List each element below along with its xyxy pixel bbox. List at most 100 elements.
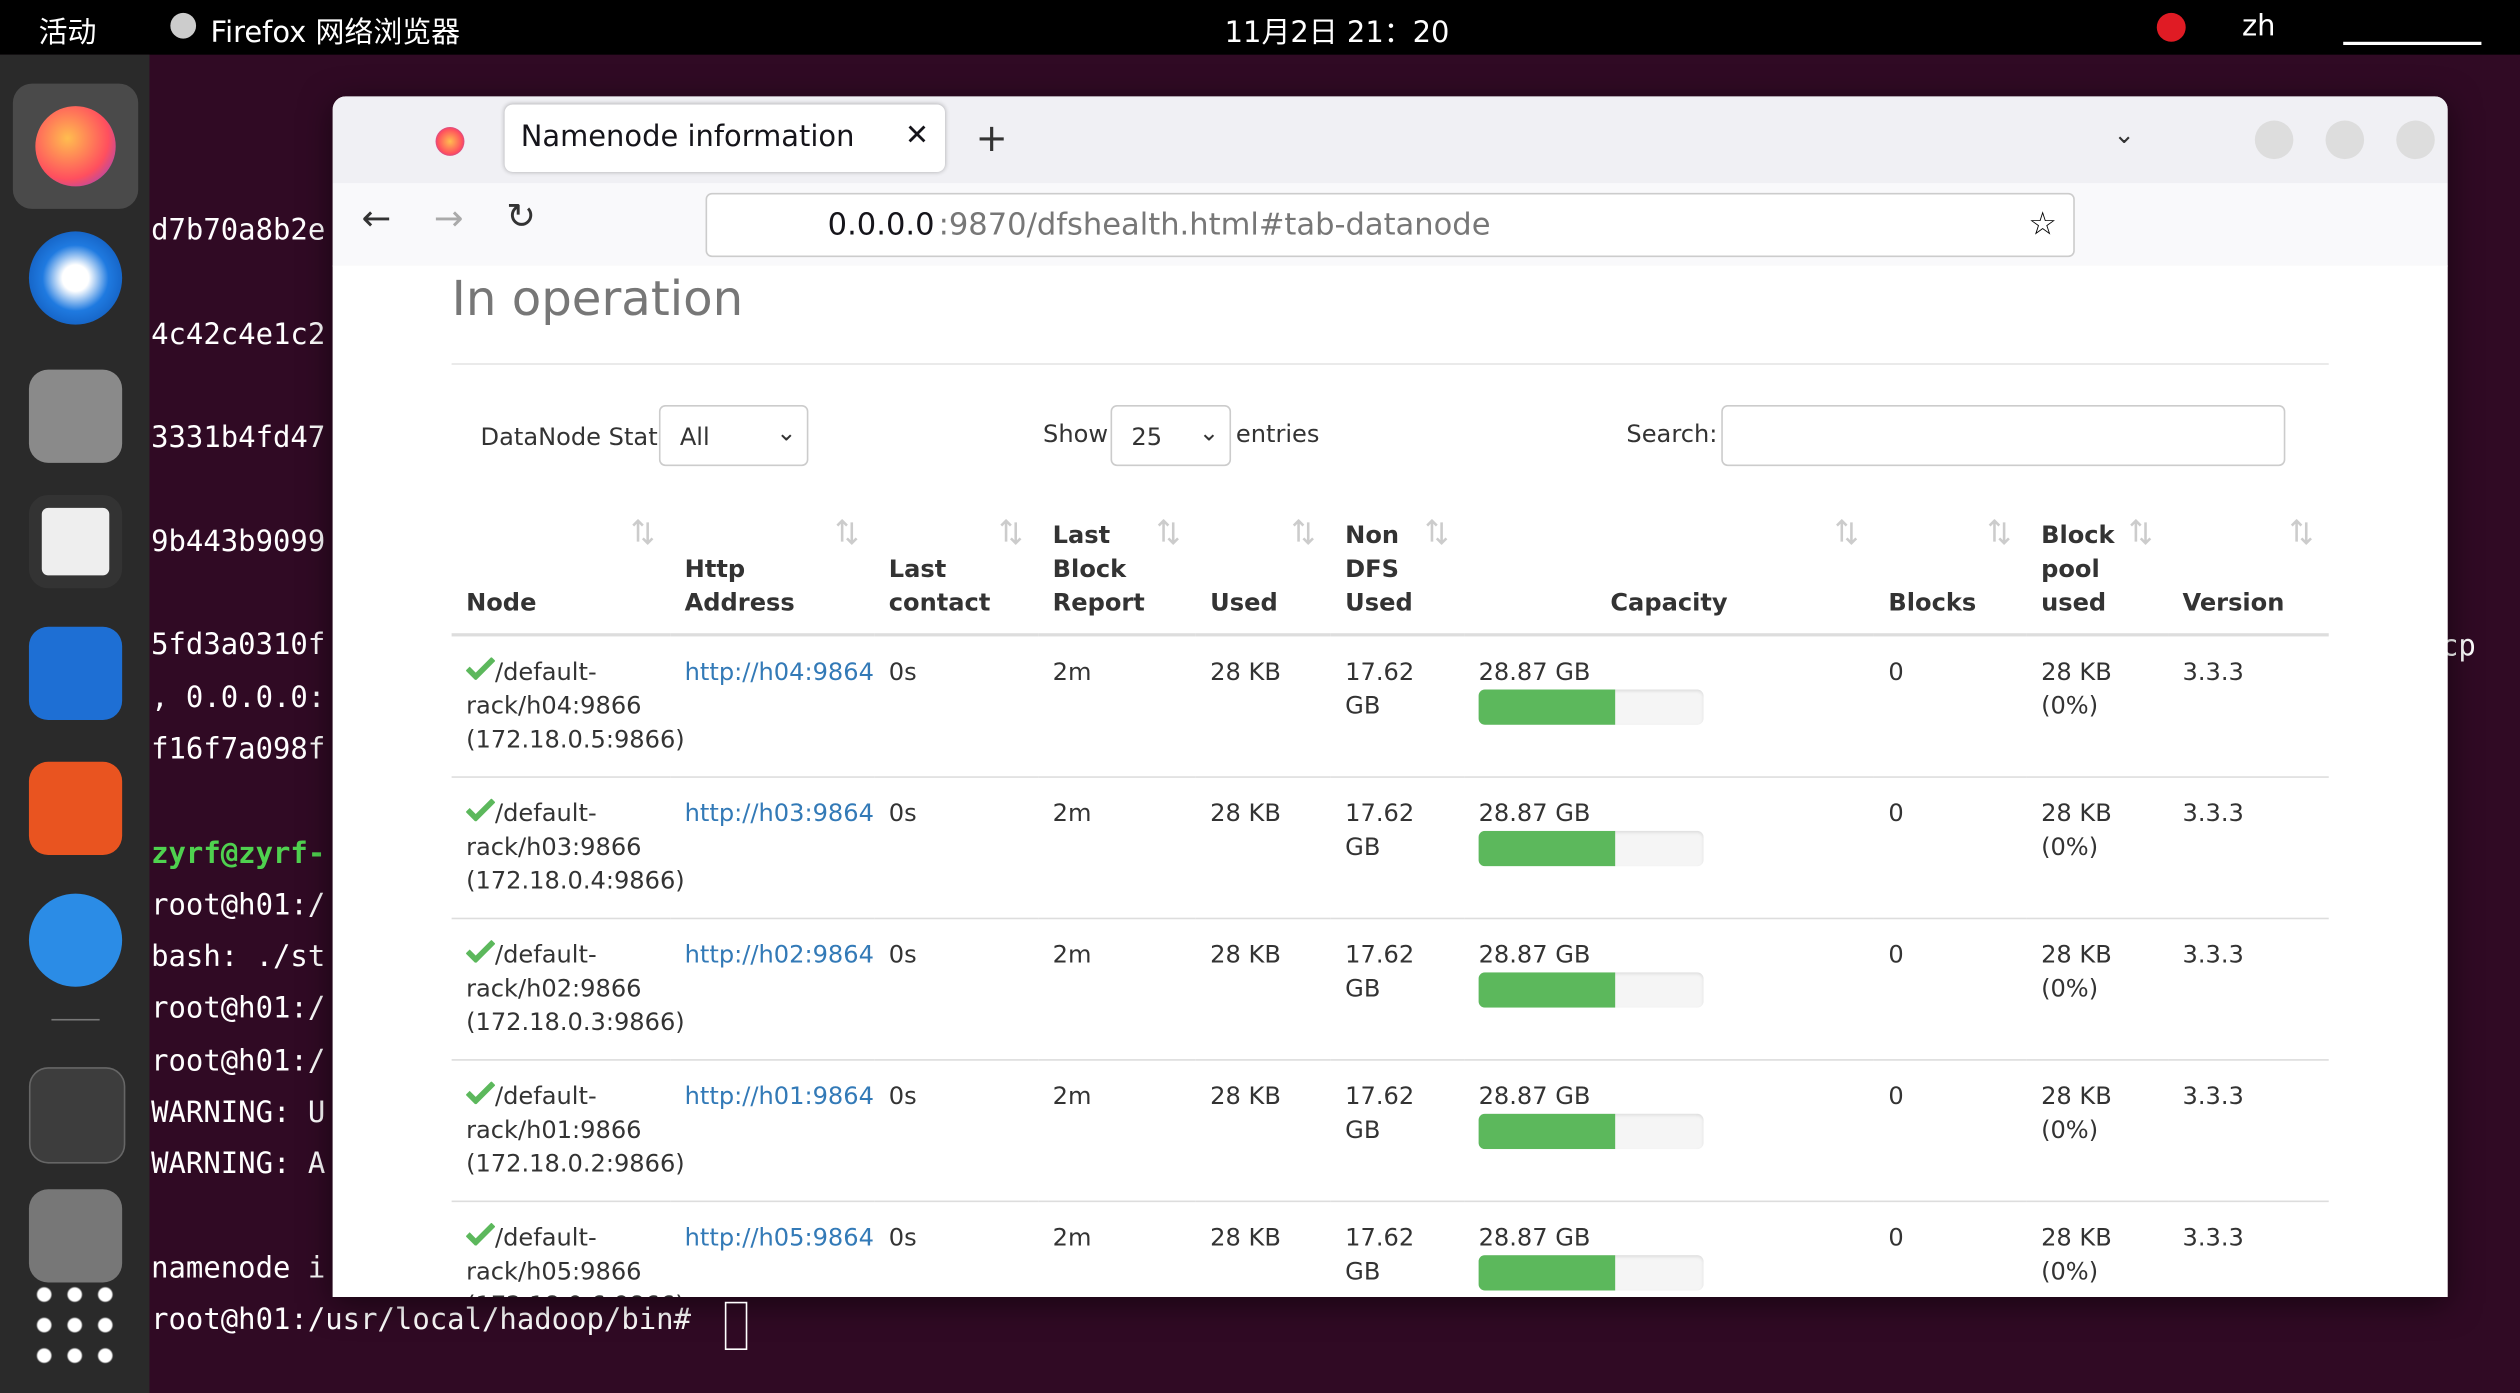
cell-http: http://h01:9864 xyxy=(670,1059,875,1202)
http-link[interactable]: http://h04:9864 xyxy=(684,657,874,687)
software-icon[interactable] xyxy=(28,761,123,855)
search-input[interactable] xyxy=(1721,404,2286,467)
cell-last-block-report: 2m xyxy=(1038,776,1196,919)
dock xyxy=(0,54,150,1393)
capacity-bar xyxy=(1478,1113,1704,1150)
node-name: /default-rack/h01:9866 (172.18.0.2:9866) xyxy=(466,1081,685,1179)
thunderbird-icon[interactable] xyxy=(28,231,123,325)
cell-used: 28 KB xyxy=(1195,917,1331,1060)
reload[interactable]: ↻ xyxy=(506,197,536,238)
disk-icon[interactable] xyxy=(28,1189,123,1283)
cell-text: 28 KB (0%) xyxy=(2041,798,2112,862)
app-name[interactable]: Firefox 网络浏览器 xyxy=(210,16,461,50)
cell-http: http://h04:9864 xyxy=(670,634,875,778)
terminal-icon[interactable] xyxy=(28,1067,126,1164)
system-icons[interactable] xyxy=(2343,13,2482,45)
tab-close[interactable]: ✕ xyxy=(904,118,930,153)
state-select[interactable]: All ⌄ xyxy=(658,404,809,467)
column-header-text: Version xyxy=(2182,588,2285,618)
firefox-icon[interactable] xyxy=(12,83,139,209)
clock[interactable]: 11月2日 21：20 xyxy=(1224,16,1450,50)
cell-http: http://h05:9864 xyxy=(670,1200,875,1297)
status-icon xyxy=(2156,12,2186,42)
back[interactable]: ← xyxy=(361,199,392,240)
activities[interactable]: 活动 xyxy=(38,16,97,50)
cell-text: 28 KB xyxy=(1210,798,1281,828)
column-header[interactable]: Version xyxy=(2168,506,2329,637)
new-tab[interactable]: + xyxy=(975,115,1008,161)
terminal-line: root@h01:/ xyxy=(151,992,326,1027)
table-row: /default-rack/h01:9866 (172.18.0.2:9866)… xyxy=(451,1059,2329,1202)
http-link[interactable]: http://h01:9864 xyxy=(684,1081,874,1111)
cell-text: 0 xyxy=(1888,657,1904,687)
cell-block-pool-used: 28 KB (0%) xyxy=(2026,1059,2169,1202)
forward[interactable]: → xyxy=(433,199,464,240)
column-header[interactable]: Node xyxy=(451,506,671,637)
rhythmbox-icon[interactable] xyxy=(28,494,123,589)
state-label: DataNode State xyxy=(480,422,673,452)
cell-last-contact: 0s xyxy=(874,776,1039,919)
node-name: /default-rack/h04:9866 (172.18.0.5:9866) xyxy=(466,657,685,754)
tab-list[interactable]: ⌄ xyxy=(2113,118,2135,150)
separator xyxy=(51,1018,100,1021)
dropdown-arrow: ⌄ xyxy=(1198,417,1220,447)
nav-bar: ← → ↻ 0.0.0.0 :9870/dfshealth.html#tab-d… xyxy=(332,183,2448,267)
column-header[interactable]: Last Block Report xyxy=(1038,506,1196,637)
cell-text: 0 xyxy=(1888,940,1904,970)
cell-node: /default-rack/h04:9866 (172.18.0.5:9866) xyxy=(451,634,685,778)
state-value: All xyxy=(679,422,710,452)
writer-icon[interactable] xyxy=(28,626,123,720)
show-select[interactable]: 25 ⌄ xyxy=(1110,404,1232,467)
sort-icon xyxy=(1836,519,1858,545)
cell-last-contact: 0s xyxy=(874,1059,1039,1202)
cell-text: 3.3.3 xyxy=(2182,940,2244,970)
url-bar[interactable]: 0.0.0.0 :9870/dfshealth.html#tab-datanod… xyxy=(705,192,2075,258)
cell-capacity: 28.87 GB xyxy=(1464,776,1874,919)
tab-title: Namenode information xyxy=(520,120,855,155)
sort-icon xyxy=(1988,519,2010,545)
cell-text: 3.3.3 xyxy=(2182,657,2244,687)
column-header[interactable]: Block pool used xyxy=(2026,506,2169,637)
check-icon xyxy=(465,939,496,964)
terminal-line: root@h01:/ xyxy=(151,888,326,923)
heading: In operation xyxy=(451,271,744,328)
input-method[interactable]: zh xyxy=(2241,9,2276,44)
capacity-used xyxy=(1478,830,1616,867)
column-header[interactable]: Http Address xyxy=(670,506,875,637)
node-name: /default-rack/h02:9866 (172.18.0.3:9866) xyxy=(466,940,685,1037)
cell-last-block-report: 2m xyxy=(1038,1059,1196,1202)
files-icon[interactable] xyxy=(28,369,123,463)
capacity-text: 28.87 GB xyxy=(1478,657,1591,687)
show-value: 25 xyxy=(1131,422,1163,452)
check-icon xyxy=(465,1222,496,1247)
cell-blocks: 0 xyxy=(1873,917,2027,1060)
column-header[interactable]: Capacity xyxy=(1464,506,1874,637)
firefox-view[interactable] xyxy=(435,126,465,156)
http-link[interactable]: http://h02:9864 xyxy=(684,940,874,970)
http-link[interactable]: http://h05:9864 xyxy=(684,1223,874,1252)
search-label: Search: xyxy=(1626,419,1718,449)
cell-text: 2m xyxy=(1052,1223,1092,1252)
cell-last-block-report: 2m xyxy=(1038,1200,1196,1297)
capacity-bar xyxy=(1478,689,1704,725)
maximize[interactable] xyxy=(2325,120,2365,160)
bookmark[interactable]: ☆ xyxy=(2028,204,2058,243)
apps-grid[interactable] xyxy=(28,1279,123,1373)
http-link[interactable]: http://h03:9864 xyxy=(684,798,874,828)
close[interactable] xyxy=(2396,120,2435,160)
capacity-used xyxy=(1478,1113,1616,1150)
tab[interactable]: Namenode information ✕ xyxy=(504,104,945,172)
node-name: /default-rack/h03:9866 (172.18.0.4:9866) xyxy=(466,798,685,896)
terminal-line: f16f7a098f xyxy=(151,732,326,767)
column-header[interactable]: Blocks xyxy=(1873,506,2027,637)
minimize[interactable] xyxy=(2254,120,2294,160)
top-bar: 活动 Firefox 网络浏览器 11月2日 21：20 zh xyxy=(0,0,2520,55)
column-header[interactable]: Last contact xyxy=(874,506,1039,637)
node-name: /default-rack/h05:9866 (172.18.0.6:9866) xyxy=(466,1223,685,1297)
column-header[interactable]: Non DFS Used xyxy=(1330,506,1465,637)
terminal-line: d7b70a8b2e xyxy=(151,213,326,248)
column-header[interactable]: Used xyxy=(1195,506,1331,637)
help-icon[interactable] xyxy=(28,893,123,987)
cell-non-dfs-used: 17.62 GB xyxy=(1330,917,1465,1060)
